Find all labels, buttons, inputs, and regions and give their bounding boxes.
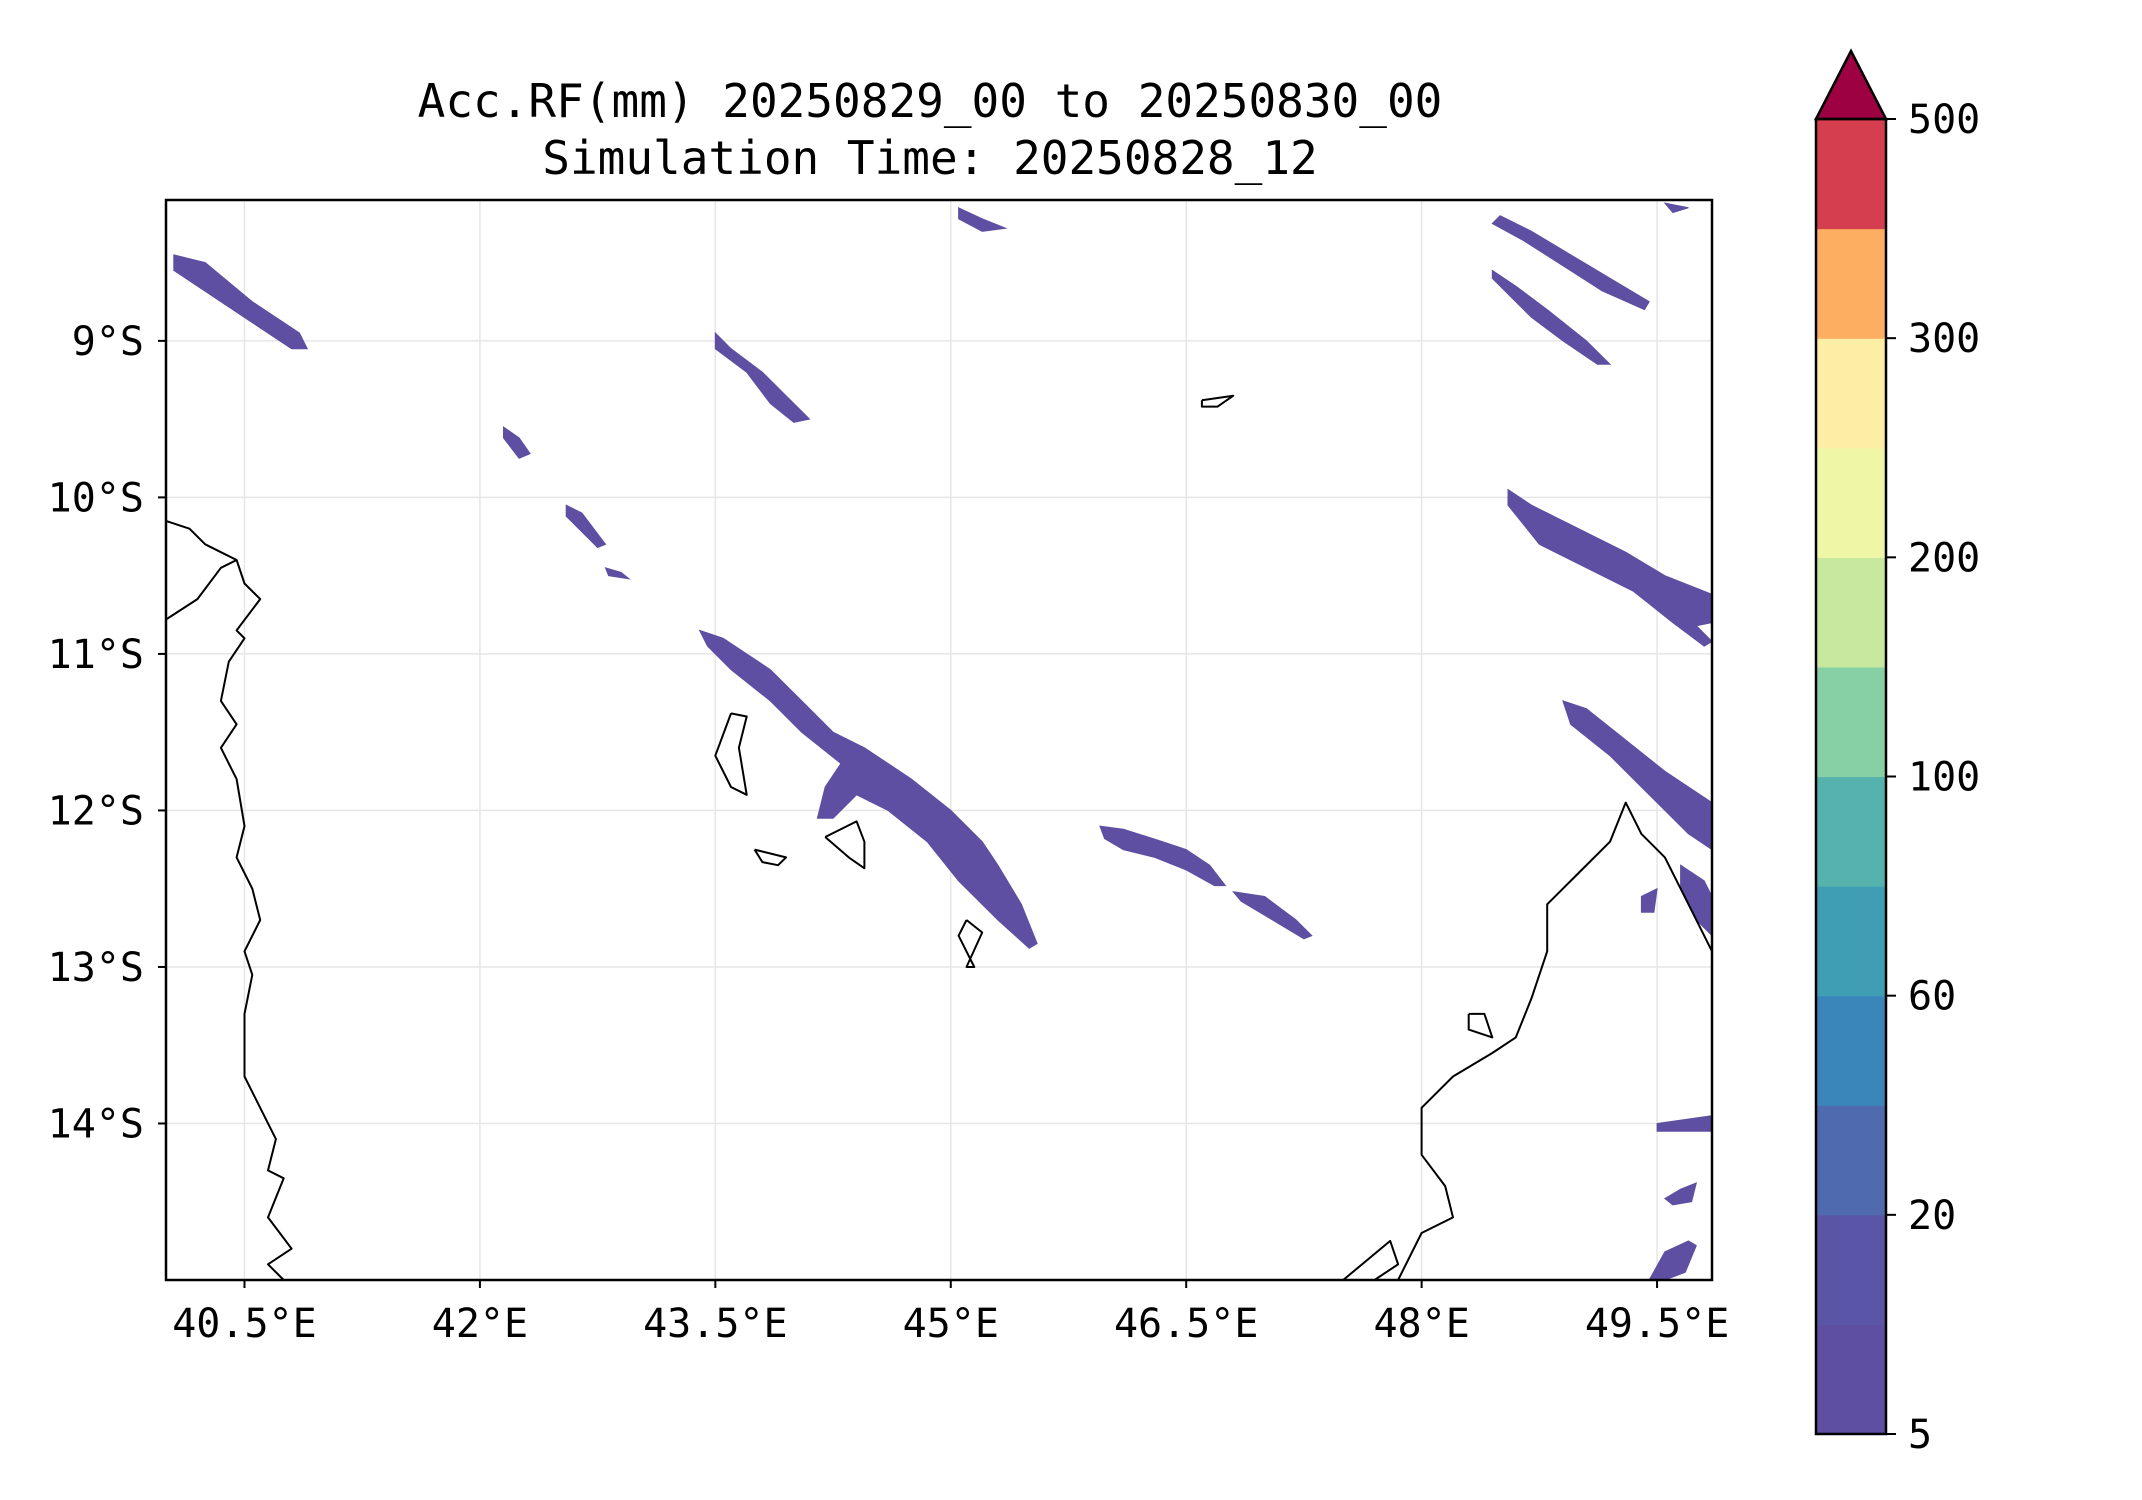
coastline-4 bbox=[824, 820, 866, 870]
colorbar-segment-10 bbox=[1816, 228, 1886, 339]
coastline-6 bbox=[1200, 394, 1235, 408]
rainfall-band-11 bbox=[1663, 202, 1689, 214]
colorbar-segment-3 bbox=[1816, 995, 1886, 1106]
rainfall-band-9 bbox=[1491, 215, 1650, 311]
colorbar-tick-label-1: 20 bbox=[1908, 1193, 1956, 1239]
rainfall-band-8 bbox=[1232, 891, 1313, 940]
lon-tick-label-4: 46.5°E bbox=[1114, 1301, 1259, 1347]
lon-tick-label-3: 45°E bbox=[903, 1301, 999, 1347]
rainfall-band-10 bbox=[1491, 269, 1612, 365]
rainfall-band-7 bbox=[1099, 825, 1227, 887]
colorbar-segment-8 bbox=[1816, 447, 1886, 558]
rainfall-contours bbox=[173, 202, 1713, 1281]
lon-tick-label-1: 42°E bbox=[432, 1301, 528, 1347]
colorbar-segment-1 bbox=[1816, 1214, 1886, 1326]
map-frame bbox=[164, 198, 1714, 1282]
coastline-3 bbox=[753, 848, 787, 867]
rainfall-band-17 bbox=[1664, 1182, 1698, 1206]
rainfall-band-4 bbox=[565, 504, 607, 549]
rainfall-band-3 bbox=[503, 426, 531, 459]
map-gridlines bbox=[166, 200, 1712, 1280]
longitude-axis: 40.5°E 42°E 43.5°E 45°E 46.5°E 48°E 49.5°E bbox=[172, 1280, 1729, 1347]
coastlines bbox=[165, 394, 1713, 1281]
coastline-8 bbox=[1397, 801, 1713, 1281]
rainfall-band-1 bbox=[958, 207, 1008, 232]
colorbar-extend-arrow bbox=[1813, 48, 1889, 121]
colorbar-segment-11 bbox=[1816, 119, 1886, 230]
colorbar-tick-label-0: 5 bbox=[1908, 1412, 1932, 1458]
map-title-line1: Acc.RF(mm) 20250829_00 to 20250830_00 bbox=[418, 74, 1443, 128]
lat-tick-label-4: 13°S bbox=[48, 945, 144, 991]
coastline-5 bbox=[957, 919, 984, 968]
colorbar-segment-2 bbox=[1816, 1105, 1886, 1216]
lon-tick-label-5: 48°E bbox=[1373, 1301, 1469, 1347]
lat-tick-label-0: 9°S bbox=[72, 319, 144, 365]
colorbar-tick-label-4: 200 bbox=[1908, 535, 1980, 581]
coastline-1 bbox=[165, 559, 238, 621]
lat-tick-label-1: 10°S bbox=[48, 475, 144, 521]
rainfall-band-15 bbox=[1640, 887, 1658, 913]
rainfall-band-0 bbox=[173, 254, 309, 350]
lat-tick-label-3: 12°S bbox=[48, 788, 144, 834]
lat-tick-label-2: 11°S bbox=[48, 632, 144, 678]
colorbar-tick-label-5: 300 bbox=[1908, 316, 1980, 362]
rainfall-band-16 bbox=[1656, 1115, 1713, 1132]
colorbar-segment-0 bbox=[1816, 1324, 1886, 1435]
coastline-9 bbox=[1467, 1012, 1494, 1039]
lon-tick-label-0: 40.5°E bbox=[172, 1301, 317, 1347]
lat-tick-label-5: 14°S bbox=[48, 1101, 144, 1147]
colorbar-segment-6 bbox=[1816, 666, 1886, 778]
rainfall-band-14 bbox=[1680, 864, 1713, 937]
rainfall-band-18 bbox=[1648, 1240, 1697, 1281]
colorbar-segment-7 bbox=[1816, 557, 1886, 668]
rainfall-band-12 bbox=[1507, 488, 1713, 647]
colorbar-segment-9 bbox=[1816, 338, 1886, 449]
colorbar-segment-5 bbox=[1816, 776, 1886, 887]
coastline-0 bbox=[165, 519, 293, 1281]
coastline-2 bbox=[714, 712, 748, 796]
rainfall-band-2 bbox=[714, 331, 811, 423]
colorbar-segment-4 bbox=[1816, 886, 1886, 997]
rainfall-band-5 bbox=[604, 567, 631, 580]
rainfall-band-6 bbox=[698, 629, 1038, 949]
map-title-line2: Simulation Time: 20250828_12 bbox=[542, 131, 1317, 185]
lon-tick-label-6: 49.5°E bbox=[1585, 1301, 1730, 1347]
lon-tick-label-2: 43.5°E bbox=[643, 1301, 788, 1347]
coastline-7 bbox=[1342, 1239, 1400, 1281]
colorbar-tick-label-6: 500 bbox=[1908, 97, 1980, 143]
colorbar-tick-label-2: 60 bbox=[1908, 974, 1956, 1020]
latitude-axis: 9°S 10°S 11°S 12°S 13°S 14°S bbox=[48, 319, 166, 1147]
colorbar-tick-label-3: 100 bbox=[1908, 755, 1980, 801]
colorbar: 5 20 60 100 200 300 500 bbox=[1813, 48, 1980, 1458]
